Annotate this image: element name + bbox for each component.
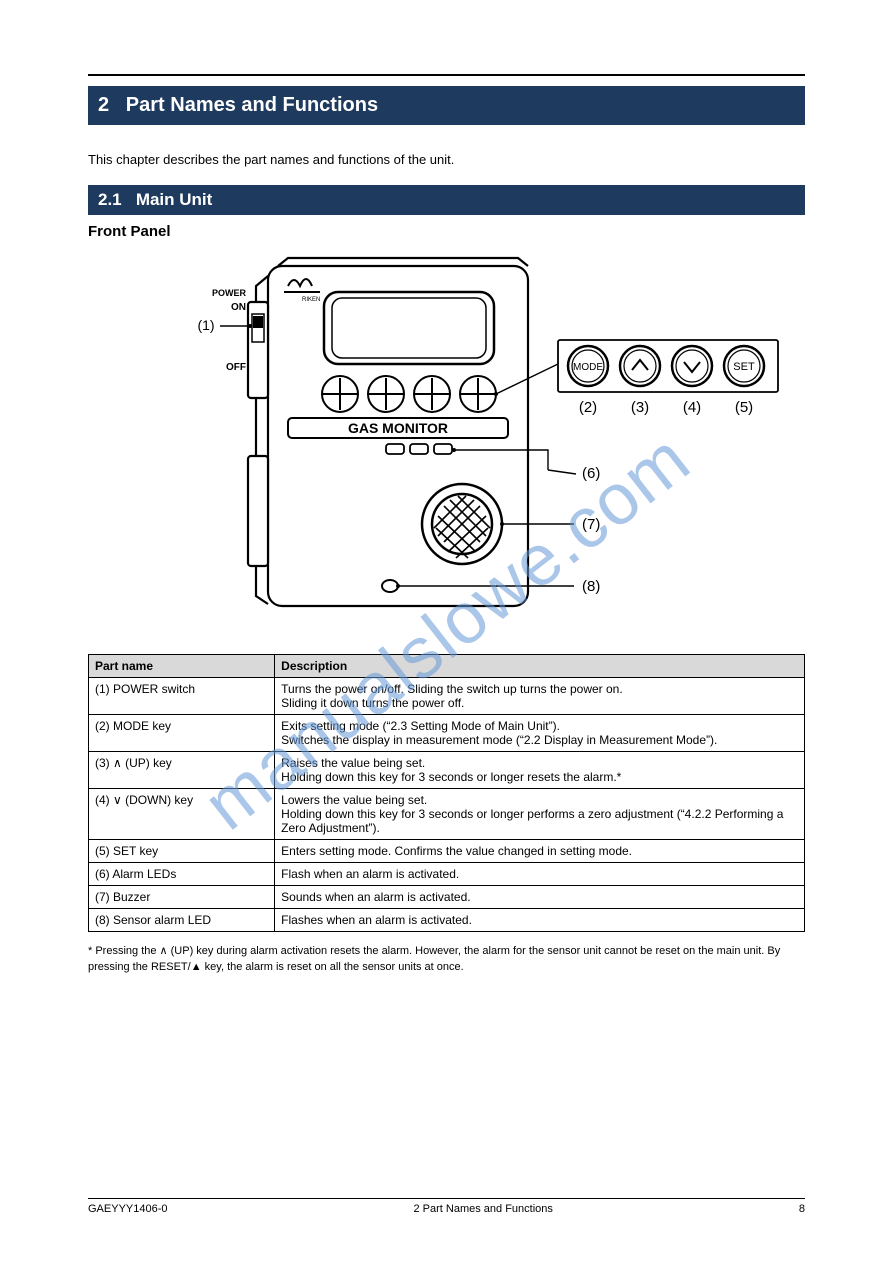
table-row: (8) Sensor alarm LEDFlashes when an alar… [89, 909, 805, 932]
callout-8: (8) [582, 578, 600, 595]
section-banner: 2.1 Main Unit [88, 185, 805, 215]
callout-2: (2) [579, 399, 597, 416]
callout-4: (4) [683, 399, 701, 416]
cell-partname: (7) Buzzer [89, 886, 275, 909]
footer-left: GAEYYY1406-0 [88, 1203, 168, 1215]
table-row: (4) ∨ (DOWN) keyLowers the value being s… [89, 789, 805, 840]
cell-description: Lowers the value being set. Holding down… [275, 789, 805, 840]
chapter-banner: 2 Part Names and Functions [88, 86, 805, 125]
off-label: OFF [226, 362, 246, 373]
cell-partname: (8) Sensor alarm LED [89, 909, 275, 932]
cell-partname: (1) POWER switch [89, 678, 275, 715]
callout-7: (7) [582, 516, 600, 533]
footer-right: 8 [799, 1203, 805, 1215]
figure-title: Front Panel [88, 223, 805, 240]
btn-mode-label: MODE [573, 362, 603, 373]
table-row: (7) BuzzerSounds when an alarm is activa… [89, 886, 805, 909]
cell-description: Flash when an alarm is activated. [275, 863, 805, 886]
cell-description: Enters setting mode. Confirms the value … [275, 840, 805, 863]
parts-table: Part name Description (1) POWER switchTu… [88, 654, 805, 932]
cell-partname: (6) Alarm LEDs [89, 863, 275, 886]
table-row: (5) SET keyEnters setting mode. Confirms… [89, 840, 805, 863]
cell-partname: (5) SET key [89, 840, 275, 863]
chapter-intro: This chapter describes the part names an… [88, 151, 805, 169]
power-label: POWER [212, 288, 247, 298]
cell-description: Flashes when an alarm is activated. [275, 909, 805, 932]
btn-set-label: SET [733, 361, 755, 373]
cell-description: Sounds when an alarm is activated. [275, 886, 805, 909]
col-description: Description [275, 655, 805, 678]
footer-center: 2 Part Names and Functions [413, 1203, 552, 1215]
page-footer: GAEYYY1406-0 2 Part Names and Functions … [88, 1198, 805, 1215]
cell-description: Exits setting mode (“2.3 Setting Mode of… [275, 715, 805, 752]
cell-partname: (2) MODE key [89, 715, 275, 752]
callout-5: (5) [735, 399, 753, 416]
table-row: (1) POWER switchTurns the power on/off. … [89, 678, 805, 715]
on-label: ON [231, 302, 246, 313]
cell-description: Turns the power on/off. Sliding the swit… [275, 678, 805, 715]
table-row: (3) ∧ (UP) keyRaises the value being set… [89, 752, 805, 789]
cell-partname: (4) ∨ (DOWN) key [89, 789, 275, 840]
chapter-title: Part Names and Functions [126, 94, 378, 116]
callout-3: (3) [631, 399, 649, 416]
callout-1: (1) [197, 317, 214, 333]
section-title: Main Unit [136, 190, 213, 209]
chapter-number: 2 [98, 94, 109, 116]
device-label: GAS MONITOR [348, 420, 448, 436]
footnote: * Pressing the ∧ (UP) key during alarm a… [88, 944, 805, 975]
section-number: 2.1 [98, 190, 122, 209]
cell-description: Raises the value being set. Holding down… [275, 752, 805, 789]
col-partname: Part name [89, 655, 275, 678]
device-figure: RIKEN GAS MONITOR [88, 246, 805, 646]
cell-partname: (3) ∧ (UP) key [89, 752, 275, 789]
table-row: (6) Alarm LEDsFlash when an alarm is act… [89, 863, 805, 886]
table-row: (2) MODE keyExits setting mode (“2.3 Set… [89, 715, 805, 752]
parts-tbody: (1) POWER switchTurns the power on/off. … [89, 678, 805, 932]
callout-6: (6) [582, 465, 600, 482]
svg-text:RIKEN: RIKEN [302, 297, 320, 303]
top-rule [88, 74, 805, 76]
